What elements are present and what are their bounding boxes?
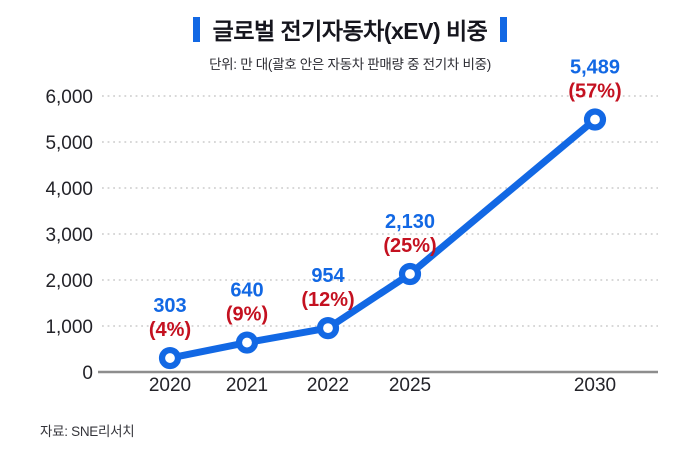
title-text: 글로벌 전기자동차(xEV) 비중 [212, 18, 488, 44]
value-label: 954 [311, 265, 345, 287]
value-label: 303 [153, 295, 186, 317]
title-accent-bar-left [192, 16, 200, 42]
y-tick-label: 6,000 [45, 87, 93, 108]
data-point-marker [398, 262, 422, 286]
page-title: 글로벌 전기자동차(xEV) 비중 [0, 12, 700, 46]
percent-label: (9%) [226, 304, 268, 326]
value-label: 5,489 [570, 57, 620, 79]
y-tick-label: 1,000 [45, 317, 93, 338]
percent-label: (4%) [149, 319, 191, 341]
percent-label: (57%) [568, 81, 621, 103]
chart-subtitle: 단위: 만 대(괄호 안은 자동차 판매량 중 전기차 비중) [209, 57, 491, 72]
percent-label: (25%) [383, 235, 436, 257]
data-point-marker [316, 317, 340, 340]
data-point-marker [158, 346, 182, 370]
data-point-marker [583, 108, 607, 131]
x-tick-label: 2021 [226, 375, 268, 396]
value-label: 2,130 [385, 211, 435, 233]
x-tick-label: 2020 [149, 375, 191, 396]
data-point-marker [235, 331, 259, 354]
y-tick-label: 0 [82, 363, 93, 384]
percent-label: (12%) [301, 289, 354, 311]
source-credit: 자료: SNE리서치 [40, 424, 135, 439]
y-tick-label: 2,000 [45, 271, 93, 292]
x-tick-label: 2025 [389, 375, 431, 396]
y-tick-label: 3,000 [45, 225, 93, 246]
value-label: 640 [230, 280, 263, 302]
y-tick-label: 4,000 [45, 179, 93, 200]
title-accent-bar-right [500, 16, 508, 42]
x-tick-label: 2030 [574, 375, 616, 396]
y-tick-label: 5,000 [45, 133, 93, 154]
x-tick-label: 2022 [307, 375, 349, 396]
chart-header: 글로벌 전기자동차(xEV) 비중 단위: 만 대(괄호 안은 자동차 판매량 … [0, 12, 700, 73]
